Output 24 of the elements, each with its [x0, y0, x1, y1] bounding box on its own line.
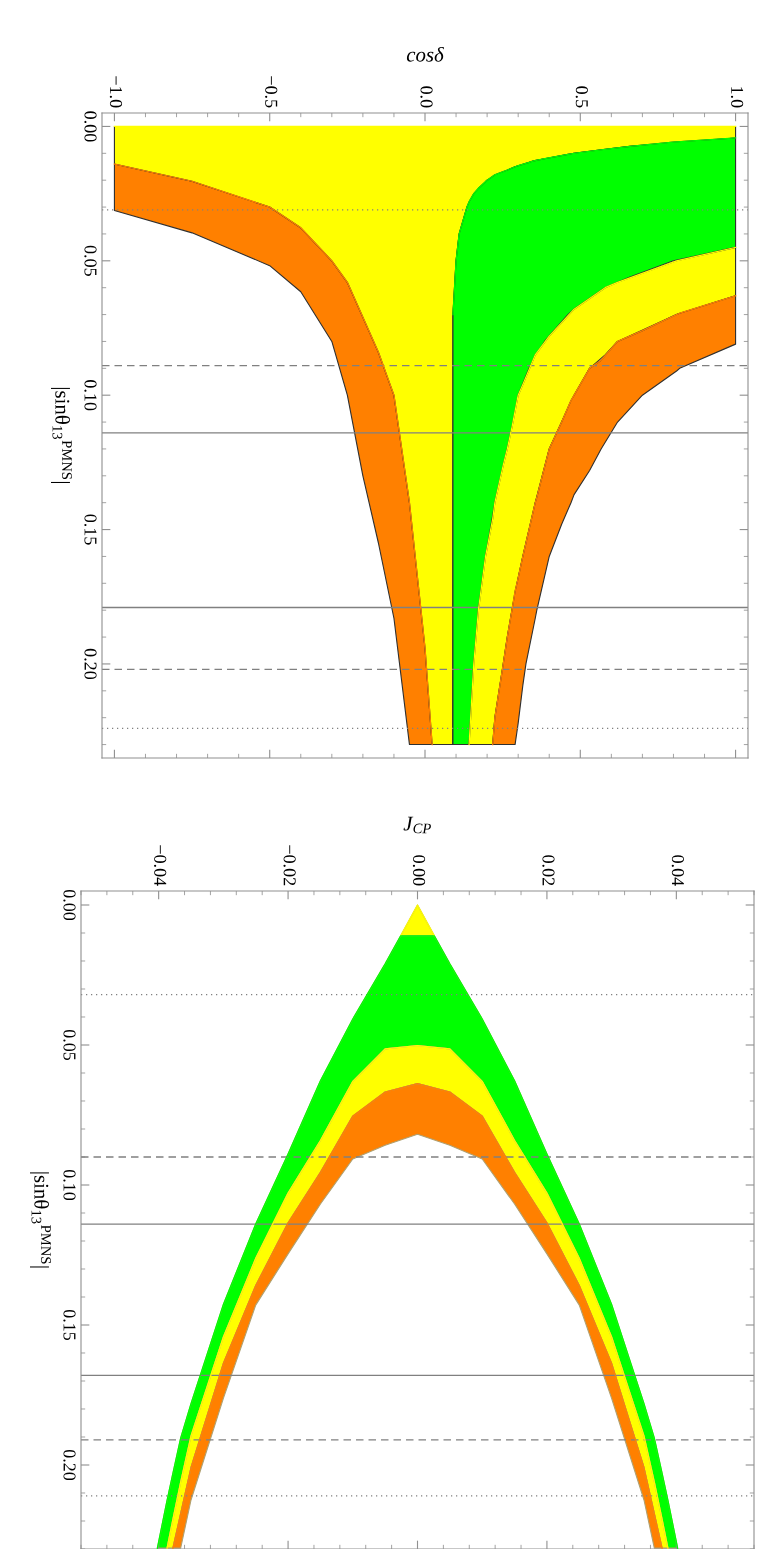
x-tick-label: −1.0 [109, 76, 123, 108]
x-tick-label: 0.0 [420, 86, 433, 108]
y-tick-label: 0.10 [84, 380, 97, 411]
x-axis-title: cosδ [406, 46, 444, 62]
y-tick-label: 0.15 [63, 1309, 76, 1341]
x-tick-label: −0.02 [283, 845, 296, 886]
x-tick-label: −0.04 [154, 845, 167, 886]
x-tick-label: 0.04 [671, 855, 685, 886]
y-axis-title: |sinθ$_{13}$$^{PMNS}$| [29, 1172, 51, 1268]
y-tick-label: 0.00 [63, 889, 76, 921]
x-axis-title: J$_{CP}$ [403, 816, 431, 834]
y-axis-title: |sinθ$_{13}$$^{PMNS}$| [50, 387, 72, 483]
y-tick-label: 0.15 [84, 514, 97, 545]
x-tick-label: 0.02 [542, 855, 555, 886]
y-tick-label: 0.20 [84, 648, 97, 680]
x-tick-label: 1.0 [730, 87, 744, 108]
x-tick-label: −0.5 [265, 76, 278, 108]
x-tick-label: 0.5 [575, 86, 588, 108]
y-tick-label: 0.05 [63, 1029, 76, 1061]
y-tick-label: 0.00 [84, 111, 97, 142]
y-tick-label: 0.10 [63, 1169, 76, 1201]
x-tick-label: 0.00 [412, 855, 426, 886]
y-tick-label: 0.05 [84, 245, 97, 276]
y-tick-label: 0.20 [63, 1449, 76, 1481]
